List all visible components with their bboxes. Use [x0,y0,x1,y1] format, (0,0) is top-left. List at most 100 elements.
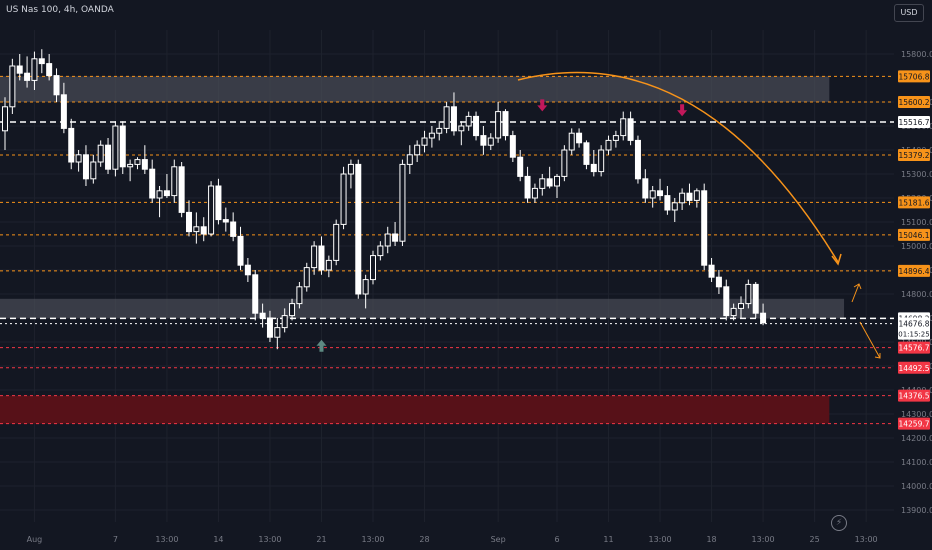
price-badge-label: 15600.2 [898,98,929,107]
candle-body [745,283,752,305]
candle-body [281,315,288,329]
candle-body [112,125,119,170]
candle-body [31,58,38,81]
candle-body [171,166,178,197]
y-tick-label: 15300.0 [901,170,932,179]
candle-body [693,190,700,201]
candle-body [119,125,126,168]
candle-body [715,276,722,288]
gray-zone [0,76,830,102]
candle-body [760,312,767,324]
candle-body [38,58,45,65]
candle-body [274,327,281,338]
price-badge-label: 15379.2 [898,151,929,160]
x-tick-label: 18 [706,535,716,544]
candle-body [436,127,443,134]
x-tick-label: 21 [316,535,326,544]
price-badge [898,341,930,354]
candle-body [612,135,619,141]
y-tick-label: 14100.0 [901,458,932,467]
candle-body [355,163,362,295]
candle-body [576,132,583,144]
x-tick-label: Aug [27,535,43,544]
x-tick-label: 14 [213,535,223,544]
price-badge-label: 14376.5 [898,392,929,401]
candle-body [259,312,266,319]
candle-body [289,303,296,317]
y-tick-label: 15800.0 [901,50,932,59]
candle-body [399,163,406,242]
price-badge [898,196,930,209]
candle-body [642,178,649,199]
lightning-icon[interactable]: ⚡ [831,515,847,531]
price-badge-label: 14492.5 [898,364,929,373]
price-badge [898,417,930,430]
price-badges: 15706.8 15600.2 15516.7 15379.2 15181.6 15046… [898,70,930,430]
candle-body [325,259,332,271]
time-axis[interactable]: Aug 7 13:00 14 13:00 21 13:00 28 Sep 6 11 13:00 18 13… [27,535,878,544]
up-projection-arrow [851,283,862,303]
candle-body [517,156,524,177]
candle-body [598,149,605,173]
price-badge-label: 14259.7 [898,420,929,429]
candle-body [384,233,391,247]
candle-body [421,137,428,146]
y-tick-label: 15100.0 [901,218,932,227]
x-tick-label: 13:00 [855,535,878,544]
candle-body [105,144,112,170]
candle-body [664,195,671,211]
candle-body [730,307,737,317]
candle-body [90,161,97,180]
price-badge [898,115,930,128]
down-projection-arrow [859,321,881,359]
x-tick-label: 11 [603,535,613,544]
candle-body [487,137,494,146]
x-tick-label: Sep [491,535,506,544]
candle-body [524,175,531,199]
price-badge [898,361,930,374]
candle-body [495,111,502,139]
candle-body [24,72,31,81]
candle-body [156,190,163,199]
candle-body [377,245,384,257]
candle-body [16,65,23,74]
candle-body [568,132,575,151]
candle-body [554,175,560,187]
candle-body [406,154,413,165]
price-badge [898,389,930,402]
last-price-label: 14676.8 [898,320,929,329]
candle-body [215,185,222,221]
candles [2,49,767,350]
candle-body [230,221,237,237]
y-tick-label: 14800.0 [901,290,932,299]
arrow-up-marker [316,339,327,352]
candle-body [546,178,553,187]
candle-body [414,144,421,156]
y-tick-label: 15000.0 [901,242,932,251]
candle-body [296,286,303,305]
countdown-label: 01:15:25 [898,331,929,339]
price-badge-label: 15706.8 [898,72,929,81]
price-levels [0,75,894,425]
markers [316,99,688,352]
zones [0,76,845,424]
candle-body [347,163,354,175]
candle-body [752,283,759,314]
candle-body [701,190,708,266]
candle-body [370,255,376,281]
x-tick-label: 13:00 [258,535,281,544]
y-tick-label: 13900.0 [901,506,932,515]
candle-body [46,63,53,77]
candle-body [193,226,200,233]
candle-body [509,135,516,158]
candle-body [163,190,170,197]
candle-body [60,94,67,129]
candle-body [53,75,60,96]
arrow-down-marker [677,104,688,117]
x-tick-label: 28 [419,535,429,544]
currency-button[interactable]: USD [894,4,924,22]
candle-body [605,139,612,151]
candle-body [237,235,244,266]
x-tick-label: 7 [113,535,118,544]
